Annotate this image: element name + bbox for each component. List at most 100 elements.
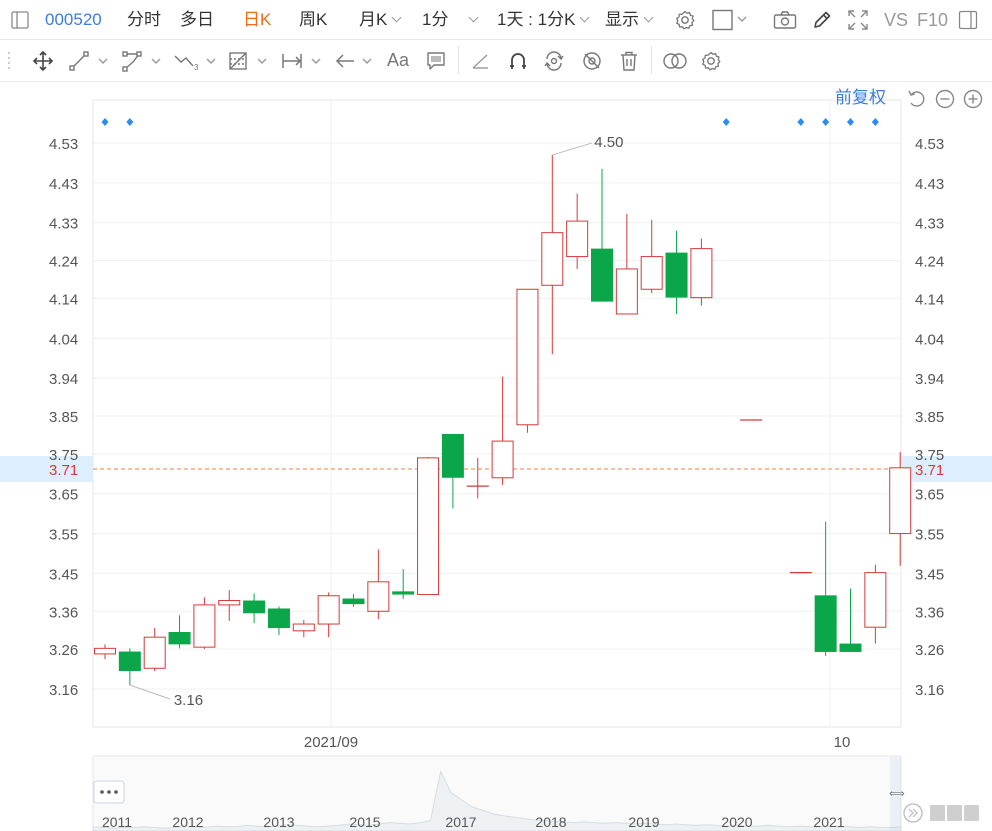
pencil-icon[interactable] <box>811 9 833 31</box>
y-tick-label-right: 3.65 <box>915 487 944 504</box>
sidebar-right-icon[interactable] <box>958 10 978 30</box>
candle-body <box>615 268 638 315</box>
fullscreen-icon[interactable] <box>847 9 869 31</box>
line-tool-icon[interactable] <box>68 50 112 72</box>
watermark-logo-icon <box>908 808 918 818</box>
watermark-logo-icon <box>903 803 923 823</box>
x-tick-label: 2021/09 <box>304 734 358 751</box>
tab-weekly-k[interactable]: 周K <box>299 10 328 29</box>
drag-handle-icon <box>6 50 12 72</box>
settings-icon[interactable] <box>674 9 696 31</box>
event-marker-icon[interactable] <box>871 118 879 126</box>
vs-button[interactable]: VS <box>884 10 909 30</box>
display-select[interactable]: 显示 <box>605 0 654 40</box>
candle-body <box>193 604 216 648</box>
y-tick-label-left: 3.45 <box>49 566 78 583</box>
tab-monthly-k[interactable]: 月K <box>359 0 402 40</box>
y-tick-label-right: 3.94 <box>915 371 944 388</box>
y-tick-label-left: 4.33 <box>49 216 78 233</box>
overlay-icon[interactable] <box>662 50 688 72</box>
candle-body <box>317 595 340 625</box>
trash-icon[interactable] <box>618 50 640 72</box>
candle-body <box>640 256 663 290</box>
square-icon[interactable] <box>712 9 748 31</box>
candle-body <box>814 595 837 652</box>
y-tick-label-left: 3.65 <box>49 487 78 504</box>
y-tick-label-right: 4.24 <box>915 254 944 271</box>
min-price-label: 3.16 <box>174 692 203 709</box>
f10-button[interactable]: F10 <box>917 10 949 30</box>
stock-code[interactable]: 000520 <box>45 10 102 29</box>
candlestick-chart[interactable]: 4.53 4.53 4.43 4.43 4.33 4.33 4.24 4.24 4.14 4.14… <box>0 82 992 831</box>
candle-body <box>243 600 266 614</box>
navigator-window[interactable] <box>890 757 901 830</box>
y-tick-label-right: 3.85 <box>915 409 944 426</box>
polyline-tool-icon[interactable] <box>121 50 165 72</box>
candle-body <box>889 467 912 535</box>
magnet-icon[interactable] <box>507 50 529 72</box>
y-tick-label-right: 3.45 <box>915 566 944 583</box>
tab-daily-k[interactable]: 日K <box>243 10 272 29</box>
plot-frame <box>92 99 902 728</box>
event-marker-icon[interactable] <box>797 118 805 126</box>
camera-icon[interactable] <box>773 10 797 30</box>
y-tick-label-right: 3.55 <box>915 527 944 544</box>
text-tool-button[interactable]: Aa <box>387 50 410 70</box>
tab-1min[interactable]: 1分 <box>422 0 479 40</box>
candle-body <box>839 643 862 652</box>
lock-drawing-icon[interactable] <box>543 50 565 72</box>
y-tick-label-left: 3.94 <box>49 371 78 388</box>
tab-monthly-k-label: 月K <box>359 10 388 29</box>
angle-tool-icon[interactable] <box>470 50 492 72</box>
reset-icon[interactable] <box>906 88 928 110</box>
chart-area[interactable]: 4.53 4.53 4.43 4.43 4.33 4.33 4.24 4.24 4.14 4.14… <box>0 82 992 831</box>
navigator-year-label: 2019 <box>628 814 659 830</box>
navigator-handle-icon: ⟺ <box>889 788 905 800</box>
candle-body <box>143 636 166 669</box>
candle-body <box>516 288 539 426</box>
y-tick-label-left: 4.43 <box>49 176 78 193</box>
wave-tool-icon[interactable]: 3 <box>173 50 219 72</box>
candle-body <box>367 581 390 612</box>
y-tick-label-left: 3.75 <box>49 447 78 464</box>
arrow-tool-icon[interactable] <box>334 50 378 72</box>
navigator-year-label: 2012 <box>172 814 203 830</box>
drawing-settings-icon[interactable] <box>700 50 722 72</box>
adjust-mode-button[interactable]: 前复权 <box>835 88 886 107</box>
candle-body <box>541 232 564 286</box>
navigator-year-label: 2020 <box>721 814 752 830</box>
zoom-in-icon[interactable] <box>962 88 984 110</box>
sidebar-toggle-icon[interactable] <box>10 10 30 30</box>
event-marker-icon[interactable] <box>101 118 109 126</box>
navigator-area <box>92 769 902 831</box>
move-icon[interactable] <box>32 50 54 72</box>
candle-body <box>491 440 514 479</box>
fibonacci-tool-icon[interactable] <box>228 50 272 72</box>
event-marker-icon[interactable] <box>126 118 134 126</box>
tab-duori[interactable]: 多日 <box>180 10 214 29</box>
zoom-out-icon[interactable] <box>934 88 956 110</box>
period-select[interactable]: 1天 : 1分K <box>497 0 590 40</box>
range-tool-icon[interactable] <box>280 50 324 72</box>
event-marker-icon[interactable] <box>822 118 830 126</box>
y-tick-label-right: 4.04 <box>915 331 944 348</box>
y-tick-label-right: 4.14 <box>915 291 944 308</box>
event-marker-icon[interactable] <box>847 118 854 126</box>
event-marker-icon[interactable] <box>722 118 730 126</box>
hide-drawing-icon[interactable] <box>581 50 603 72</box>
y-tick-label-right: 4.43 <box>915 176 944 193</box>
y-tick-label-left: 3.16 <box>49 682 78 699</box>
current-price-label-right: 3.71 <box>915 462 944 479</box>
navigator-year-label: 2017 <box>445 814 476 830</box>
display-select-label: 显示 <box>605 10 639 29</box>
navigator-year-label: 2015 <box>349 814 380 830</box>
candle-body <box>168 632 191 645</box>
comment-tool-icon[interactable] <box>425 50 447 72</box>
y-tick-label-right: 3.36 <box>915 604 944 621</box>
more-dot-icon <box>114 790 118 794</box>
chevron-down-icon <box>391 12 402 23</box>
navigator-year-label: 2021 <box>813 814 844 830</box>
y-tick-label-right: 3.75 <box>915 447 944 464</box>
tab-fenshi[interactable]: 分时 <box>127 10 161 29</box>
y-tick-label-left: 4.53 <box>49 136 78 153</box>
